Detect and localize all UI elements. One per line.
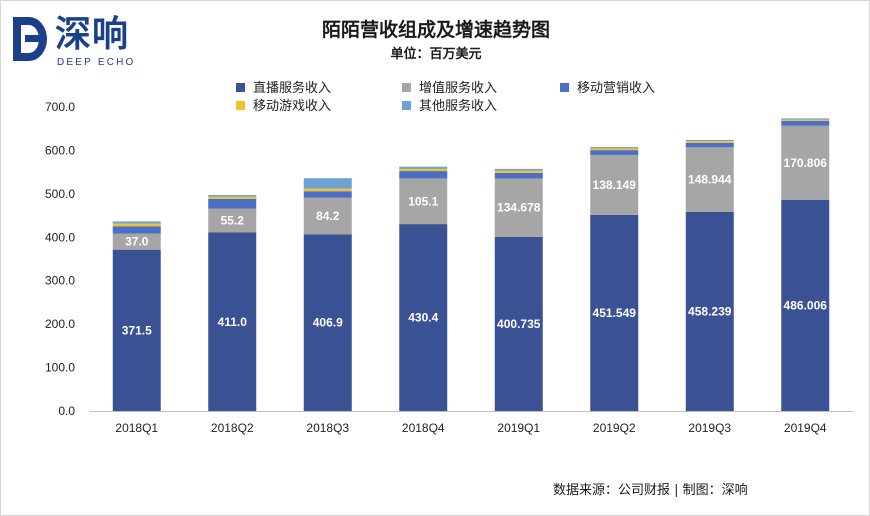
bar-segment	[112, 249, 161, 411]
data-label: 430.4	[408, 311, 438, 325]
bar-segment	[494, 170, 543, 173]
data-label: 486.006	[784, 298, 828, 312]
data-label: 400.735	[497, 317, 541, 331]
y-tick-label: 300.0	[45, 274, 75, 288]
bar-segment	[112, 221, 161, 224]
data-label: 138.149	[593, 178, 637, 192]
data-label: 451.549	[593, 306, 637, 320]
legend-swatch	[236, 101, 245, 110]
data-label: 371.5	[122, 323, 152, 337]
bar-segment	[399, 171, 448, 179]
bar-segment	[590, 147, 639, 149]
data-label: 55.2	[221, 214, 245, 228]
bar-segment	[590, 150, 639, 155]
legend-entry: 增值服务收入	[419, 80, 497, 96]
bar-segment	[685, 211, 734, 411]
bar-segment	[303, 178, 352, 189]
y-tick-label: 200.0	[45, 317, 75, 331]
bar-segment	[208, 198, 257, 209]
legend-entry: 其他服务收入	[419, 98, 497, 114]
bar-segment	[112, 223, 161, 227]
bar-segment	[781, 118, 830, 120]
bar-segment	[399, 178, 448, 225]
bar-segment	[399, 166, 448, 169]
x-tick-label: 2018Q2	[211, 421, 254, 435]
chart-title: 陌陌营收组成及增速趋势图	[321, 19, 550, 41]
bar-segment	[112, 226, 161, 234]
bar-segment	[685, 141, 734, 143]
legend-entry: 直播服务收入	[253, 80, 331, 96]
data-label: 84.2	[316, 209, 340, 223]
x-tick-label: 2018Q3	[306, 421, 349, 435]
bar-segment	[590, 214, 639, 411]
bar-segment	[494, 236, 543, 411]
bar-segment	[781, 199, 830, 411]
bar-segment	[112, 233, 161, 250]
x-tick-label: 2019Q1	[497, 421, 540, 435]
bar-segment	[494, 172, 543, 179]
y-tick-label: 100.0	[45, 361, 75, 375]
chart-subtitle: 单位：百万美元	[390, 47, 482, 62]
bar-segment	[590, 148, 639, 151]
y-tick-label: 500.0	[45, 187, 75, 201]
bar-segment	[494, 168, 543, 171]
data-label: 134.678	[497, 201, 541, 215]
bar-segment	[303, 191, 352, 198]
bar-segment	[685, 142, 734, 148]
y-tick-label: 0.0	[58, 404, 75, 418]
data-label: 411.0	[218, 315, 248, 329]
bar-segment	[781, 119, 830, 121]
bar-segment	[208, 195, 257, 197]
bar-segment	[399, 224, 448, 411]
x-tick-label: 2018Q1	[115, 421, 158, 435]
x-tick-label: 2018Q4	[402, 421, 445, 435]
bar-segment	[781, 120, 830, 126]
bar-segment	[781, 125, 830, 200]
y-tick-label: 400.0	[45, 230, 75, 244]
bar-segment	[685, 147, 734, 212]
legend-swatch	[560, 83, 569, 92]
bar-segment	[303, 197, 352, 235]
deep-echo-logo: 深响 DEEP ECHO	[11, 13, 201, 73]
legend-swatch	[236, 83, 245, 92]
data-label: 406.9	[313, 316, 343, 330]
x-tick-label: 2019Q2	[593, 421, 636, 435]
bar-segment	[303, 234, 352, 411]
x-tick-label: 2019Q3	[688, 421, 731, 435]
data-label: 37.0	[125, 235, 149, 249]
bar-segment	[399, 168, 448, 172]
logo-chinese-text: 深响	[55, 14, 130, 55]
source-note: 数据来源：公司财报 | 制图：深响	[553, 483, 748, 498]
x-tick-label: 2019Q4	[784, 421, 827, 435]
legend-entry: 移动游戏收入	[253, 99, 331, 114]
bar-segment	[208, 208, 257, 233]
logo-english-text: DEEP ECHO	[57, 57, 136, 68]
data-label: 170.806	[784, 156, 828, 170]
legend-swatch	[402, 101, 411, 110]
bar-segment	[685, 139, 734, 142]
bar-segment	[208, 196, 257, 199]
data-label: 458.239	[688, 304, 732, 318]
legend-swatch	[402, 83, 411, 92]
bar-segment	[494, 178, 543, 237]
data-label: 148.944	[688, 173, 732, 187]
bar-segment	[303, 188, 352, 192]
bar-segment	[590, 154, 639, 215]
y-tick-label: 700.0	[45, 100, 75, 114]
data-label: 105.1	[408, 194, 438, 208]
bar-segment	[208, 232, 257, 411]
legend-entry: 移动营销收入	[577, 81, 655, 96]
y-tick-label: 600.0	[45, 143, 75, 157]
logo-mark-icon	[13, 17, 47, 61]
